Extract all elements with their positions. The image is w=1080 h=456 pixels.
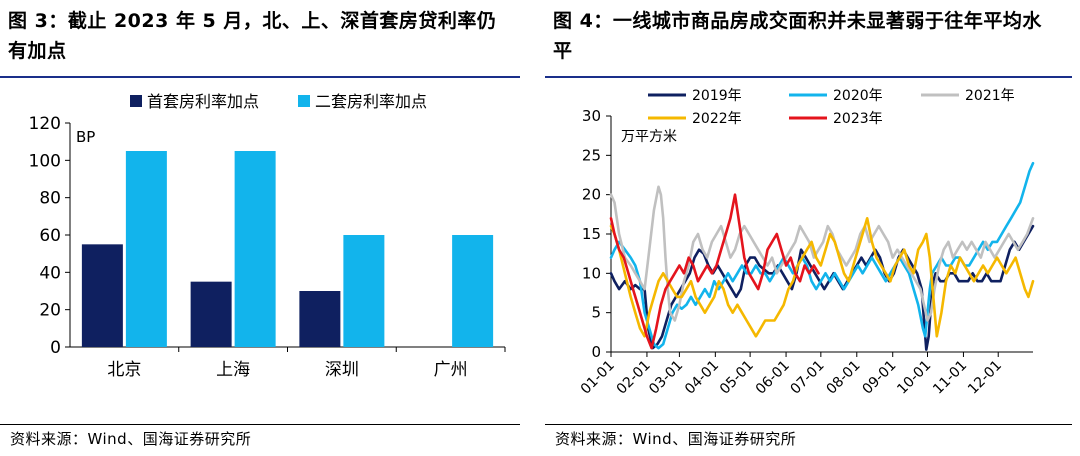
legend-swatch-0 (130, 95, 142, 107)
bar-second-home-3 (452, 235, 494, 347)
x-tick-label: 03-01 (646, 358, 686, 398)
x-tick-label: 11-01 (930, 358, 970, 398)
y-axis-unit-label: BP (76, 128, 95, 146)
y-tick-label: 0 (50, 338, 61, 358)
left-bottom-rule (0, 424, 520, 425)
y-tick-label: 5 (591, 304, 601, 322)
legend-swatch-1 (298, 95, 310, 107)
y-tick-label: 120 (29, 114, 61, 134)
y-tick-label: 25 (582, 146, 601, 164)
legend-label-1: 二套房利率加点 (315, 92, 427, 111)
bar-second-home-0 (125, 151, 167, 347)
y-tick-label: 80 (39, 189, 61, 209)
x-category-label: 深圳 (325, 360, 359, 380)
bar-second-home-2 (343, 235, 385, 347)
right-source-note: 资料来源：Wind、国海证券研究所 (555, 430, 797, 448)
right-title-rule (545, 76, 1072, 78)
left-source-note: 资料来源：Wind、国海证券研究所 (10, 430, 252, 448)
x-tick-label: 09-01 (859, 358, 899, 398)
bar-first-home-1 (190, 281, 232, 347)
x-category-label: 北京 (107, 360, 141, 380)
x-tick-label: 01-01 (578, 358, 618, 398)
y-tick-label: 0 (591, 343, 601, 361)
y-axis-unit-label: 万平方米 (621, 129, 677, 145)
legend-label-0: 首套房利率加点 (147, 92, 259, 111)
y-tick-label: 30 (582, 107, 601, 125)
left-figure-title: 图 3：截止 2023 年 5 月，北、上、深首套房贷利率仍有加点 (8, 10, 497, 62)
y-tick-label: 15 (582, 225, 601, 243)
x-tick-label: 07-01 (788, 358, 828, 398)
right-figure-panel: 图 4：一线城市商品房成交面积并未显著弱于往年平均水平 0 5 10 15 20 25 30… (545, 0, 1080, 456)
y-tick-label: 100 (29, 151, 61, 171)
bar-chart: 0 20 40 60 80 100 120 BP 北京 上海 深圳 广州 首套房利率加点 二套房利率加点 (29, 92, 506, 380)
series-line-2021年 (609, 185, 1035, 322)
legend-label-1: 2020年 (833, 88, 883, 104)
x-tick-label: 10-01 (894, 358, 934, 398)
right-figure-title: 图 4：一线城市商品房成交面积并未显著弱于往年平均水平 (553, 10, 1042, 62)
line-chart: 0 5 10 15 20 25 30 万平方米 01-0102-0103-0104-0105-0… (578, 88, 1035, 398)
legend-label-2: 2021年 (965, 88, 1015, 104)
y-tick-label: 20 (582, 186, 601, 204)
bar-first-home-2 (299, 291, 341, 347)
legend-label-3: 2022年 (692, 111, 742, 127)
x-category-label: 上海 (216, 360, 250, 380)
x-tick-label: 04-01 (682, 358, 722, 398)
legend-label-4: 2023年 (833, 111, 883, 127)
y-tick-label: 60 (39, 226, 61, 246)
x-category-label: 广州 (434, 360, 468, 380)
y-tick-label: 20 (39, 301, 61, 321)
y-tick-label: 40 (39, 263, 61, 283)
series-line-2023年 (609, 193, 820, 350)
legend-label-0: 2019年 (692, 88, 742, 104)
left-figure-panel: 图 3：截止 2023 年 5 月，北、上、深首套房贷利率仍有加点 0 20 40 6… (0, 0, 528, 456)
x-tick-label: 06-01 (753, 358, 793, 398)
x-tick-label: 05-01 (717, 358, 757, 398)
left-title-rule (0, 76, 520, 78)
x-tick-label: 12-01 (965, 358, 1005, 398)
bar-second-home-1 (234, 151, 276, 347)
right-bottom-rule (545, 424, 1072, 425)
series-line-2022年 (609, 217, 1035, 338)
y-tick-label: 10 (582, 264, 601, 282)
bar-first-home-0 (81, 244, 123, 347)
x-tick-label: 08-01 (824, 358, 864, 398)
x-tick-label: 02-01 (614, 358, 654, 398)
